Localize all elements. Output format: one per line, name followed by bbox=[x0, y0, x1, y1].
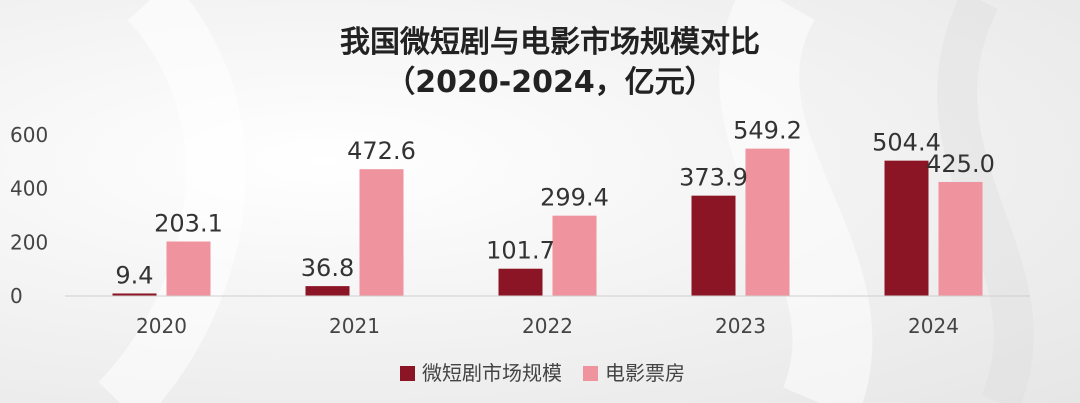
x-axis: 2020 2021 2022 2023 2024 bbox=[65, 295, 1030, 338]
x-tick-label: 2023 bbox=[715, 314, 766, 338]
bar-short-drama bbox=[884, 160, 929, 296]
x-tick-label: 2024 bbox=[908, 314, 959, 338]
data-label: 504.4 bbox=[872, 129, 941, 157]
legend-swatch bbox=[400, 366, 415, 381]
legend-label: 微短剧市场规模 bbox=[422, 361, 562, 385]
chart-subtitle: （2020-2024，亿元） bbox=[385, 65, 714, 100]
x-tick-label: 2021 bbox=[329, 314, 380, 338]
data-label: 9.4 bbox=[115, 261, 153, 289]
y-tick-label: 200 bbox=[10, 230, 48, 254]
bar-short-drama bbox=[112, 293, 157, 296]
y-tick-label: 600 bbox=[10, 123, 48, 147]
legend-swatch bbox=[583, 366, 598, 381]
bars bbox=[112, 148, 983, 296]
data-label: 425.0 bbox=[926, 150, 995, 178]
x-tick-label: 2022 bbox=[522, 314, 573, 338]
bar-box-office bbox=[359, 169, 404, 296]
data-label: 101.7 bbox=[486, 237, 555, 265]
y-tick-label: 400 bbox=[10, 177, 48, 201]
data-label: 36.8 bbox=[301, 254, 354, 282]
bar-box-office bbox=[166, 241, 211, 296]
bar-box-office bbox=[745, 148, 790, 296]
legend-label: 电影票房 bbox=[605, 361, 685, 385]
data-label: 472.6 bbox=[347, 137, 416, 165]
data-label: 299.4 bbox=[540, 184, 609, 212]
bar-box-office bbox=[938, 181, 983, 296]
data-label: 549.2 bbox=[733, 117, 802, 145]
y-axis: 0 200 400 600 bbox=[10, 123, 48, 308]
x-tick-label: 2020 bbox=[136, 314, 187, 338]
chart-title: 我国微短剧与电影市场规模对比 bbox=[340, 25, 760, 60]
data-label: 203.1 bbox=[154, 210, 223, 238]
bar-box-office bbox=[552, 215, 597, 296]
legend: 微短剧市场规模 电影票房 bbox=[400, 361, 685, 385]
bar-short-drama bbox=[305, 286, 350, 296]
bar-short-drama bbox=[691, 195, 736, 296]
bar-short-drama bbox=[498, 268, 543, 296]
y-tick-label: 0 bbox=[10, 284, 23, 308]
data-label: 373.9 bbox=[679, 164, 748, 192]
